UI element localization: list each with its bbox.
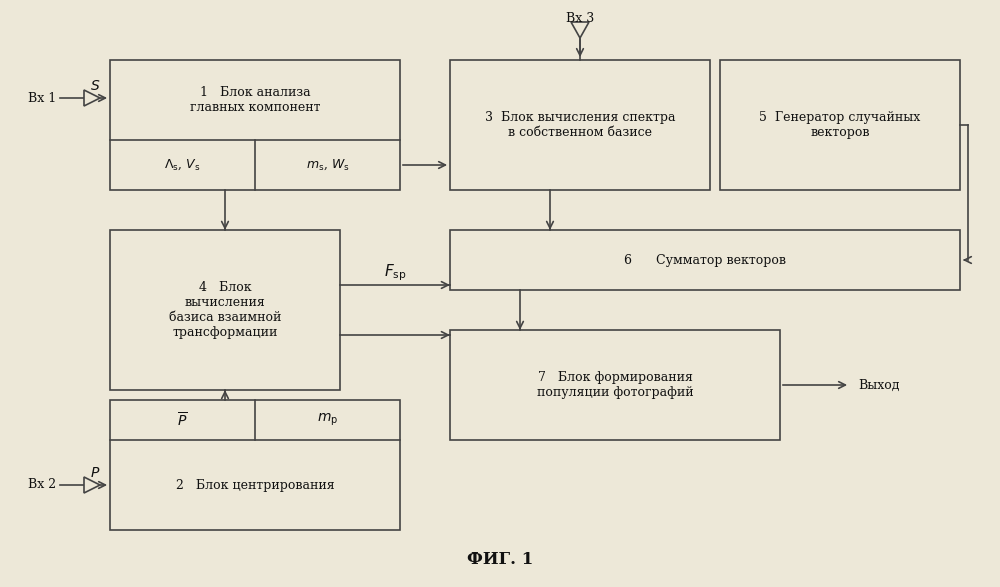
Bar bbox=[450, 230, 960, 290]
Bar bbox=[110, 400, 400, 530]
Text: $m_\mathrm{s}$, $W_\mathrm{s}$: $m_\mathrm{s}$, $W_\mathrm{s}$ bbox=[306, 158, 349, 172]
Text: 5  Генератор случайных
векторов: 5 Генератор случайных векторов bbox=[759, 111, 921, 139]
Bar bbox=[110, 230, 340, 390]
Text: $P$: $P$ bbox=[90, 466, 100, 480]
Bar bbox=[720, 60, 960, 190]
Text: ФИГ. 1: ФИГ. 1 bbox=[467, 552, 533, 568]
Polygon shape bbox=[84, 90, 100, 106]
Text: Вх 1: Вх 1 bbox=[28, 92, 56, 104]
Bar bbox=[450, 60, 710, 190]
Text: $\overline{P}$: $\overline{P}$ bbox=[177, 411, 188, 429]
Text: 4   Блок
вычисления
базиса взаимной
трансформации: 4 Блок вычисления базиса взаимной трансф… bbox=[169, 281, 281, 339]
Polygon shape bbox=[571, 22, 589, 38]
Text: $S$: $S$ bbox=[90, 79, 100, 93]
Text: 7   Блок формирования
популяции фотографий: 7 Блок формирования популяции фотографий bbox=[537, 371, 693, 399]
Text: $F_\mathrm{sp}$: $F_\mathrm{sp}$ bbox=[384, 263, 406, 284]
Text: Выход: Выход bbox=[858, 379, 899, 392]
Text: Вх 2: Вх 2 bbox=[28, 478, 56, 491]
Text: $m_\mathrm{p}$: $m_\mathrm{p}$ bbox=[317, 412, 338, 428]
Text: $\Lambda_\mathrm{s}$, $V_\mathrm{s}$: $\Lambda_\mathrm{s}$, $V_\mathrm{s}$ bbox=[164, 158, 201, 172]
Text: 2   Блок центрирования: 2 Блок центрирования bbox=[176, 478, 334, 491]
Polygon shape bbox=[84, 477, 100, 493]
Bar bbox=[110, 60, 400, 190]
Text: Вх 3: Вх 3 bbox=[566, 12, 594, 25]
Text: 3  Блок вычисления спектра
в собственном базисе: 3 Блок вычисления спектра в собственном … bbox=[485, 111, 675, 139]
Bar bbox=[450, 330, 780, 440]
Text: 1   Блок анализа
главных компонент: 1 Блок анализа главных компонент bbox=[190, 86, 320, 114]
Text: 6      Сумматор векторов: 6 Сумматор векторов bbox=[624, 254, 786, 266]
